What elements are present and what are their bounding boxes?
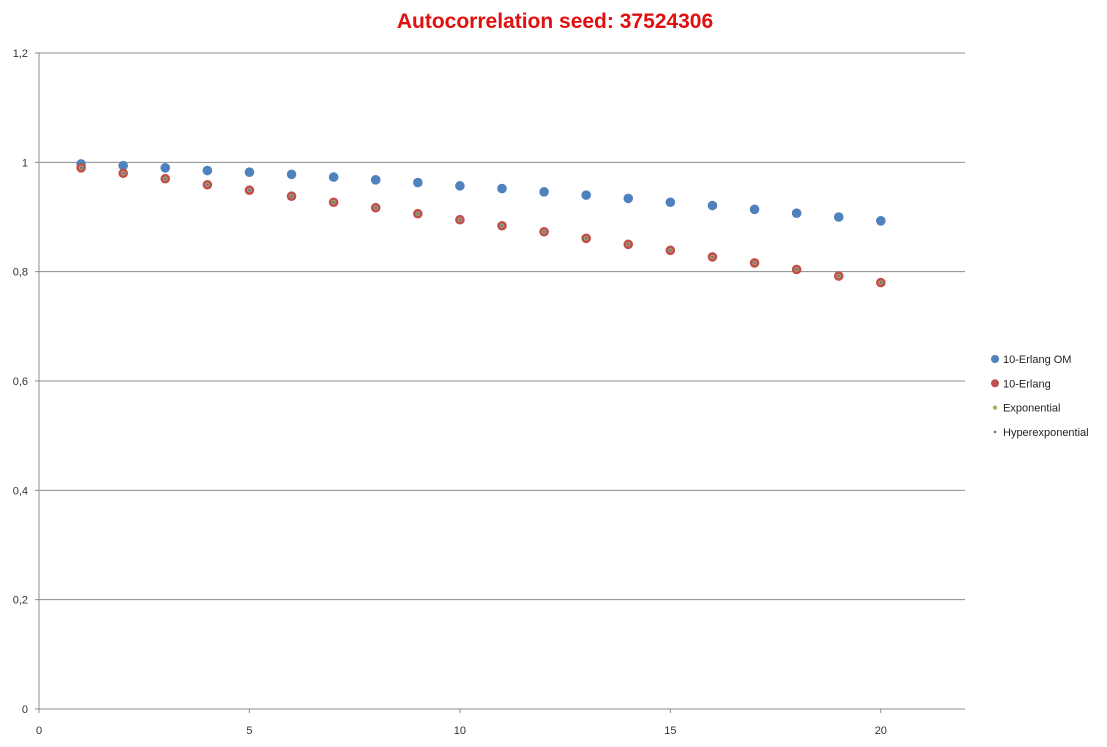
data-point — [581, 190, 591, 200]
legend: 10-Erlang OM 10-Erlang Exponential Hyperexp… — [991, 354, 1089, 439]
data-point — [837, 274, 841, 278]
data-point — [374, 206, 378, 210]
y-tick-label: 1 — [22, 157, 28, 169]
x-tick-label: 5 — [246, 725, 252, 737]
y-tick-label: 1,2 — [13, 48, 28, 60]
data-point — [290, 194, 293, 198]
data-point — [876, 216, 886, 226]
data-point — [328, 172, 339, 182]
data-point — [623, 193, 634, 204]
data-point — [542, 230, 546, 234]
data-point — [753, 261, 756, 265]
data-point — [248, 188, 251, 192]
legend-label: Exponential — [1003, 403, 1061, 415]
legend-label: 10-Erlang — [1003, 378, 1051, 390]
data-point — [711, 255, 714, 259]
data-point — [286, 169, 297, 180]
data-point — [626, 243, 630, 246]
data-point — [160, 163, 171, 173]
data-point — [332, 200, 335, 204]
y-tick-label: 0,4 — [13, 485, 28, 497]
data-point — [370, 175, 381, 185]
axes: 0 0,2 0,4 0,6 0,8 1 1,2 0 5 10 15 20 — [13, 48, 965, 737]
y-tick-label: 0 — [22, 704, 28, 716]
legend-label: Hyperexponential — [1003, 427, 1089, 439]
series-3 — [79, 166, 883, 284]
data-point — [497, 183, 507, 194]
x-tick-label: 15 — [664, 725, 676, 737]
x-tick-label: 20 — [875, 725, 887, 737]
y-tick-label: 0,8 — [13, 267, 28, 279]
data-point — [163, 177, 167, 181]
y-tick-label: 0,6 — [13, 376, 28, 388]
data-point — [206, 183, 209, 187]
gridlines — [39, 52, 965, 601]
data-point — [79, 166, 83, 170]
data-point — [833, 212, 844, 222]
series-0 — [76, 159, 886, 226]
data-point — [707, 200, 718, 211]
data-point — [202, 165, 213, 176]
data-point — [500, 224, 504, 228]
legend-label: 10-Erlang OM — [1003, 354, 1071, 366]
series-1 — [76, 163, 886, 288]
series-2 — [78, 165, 884, 285]
data-point — [584, 237, 588, 240]
data-point — [791, 208, 802, 218]
legend-marker — [991, 355, 999, 363]
chart-title: Autocorrelation seed: 37524306 — [397, 10, 713, 33]
data-point — [416, 212, 420, 216]
legend-marker — [991, 379, 999, 388]
legend-marker — [993, 430, 997, 434]
data-point — [879, 281, 883, 284]
data-point — [669, 249, 672, 252]
data-point — [665, 197, 676, 208]
data-point — [539, 187, 549, 197]
data-point — [458, 218, 462, 222]
legend-marker — [992, 405, 998, 410]
data-point — [121, 171, 125, 175]
x-tick-label: 0 — [36, 725, 42, 737]
x-tick-label: 10 — [454, 725, 466, 737]
data-point — [795, 268, 798, 271]
data-point — [749, 204, 760, 215]
data-points — [76, 159, 886, 288]
data-point — [118, 160, 128, 171]
data-point — [244, 167, 255, 177]
y-tick-label: 0,2 — [13, 595, 28, 607]
data-point — [413, 177, 423, 188]
data-point — [455, 181, 465, 191]
